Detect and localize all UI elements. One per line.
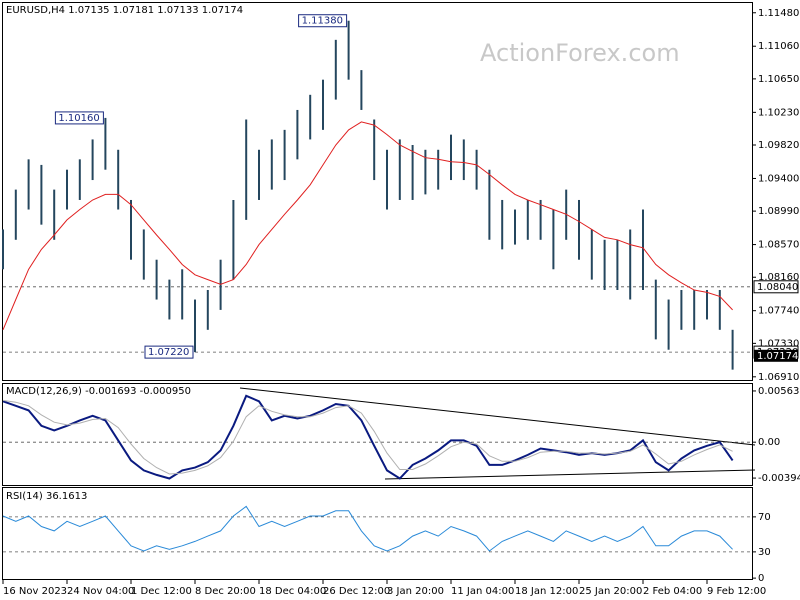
trend-line <box>239 387 756 446</box>
y-tick-label: 1.11480 <box>758 8 799 19</box>
y-tick-label: 1.10230 <box>758 107 799 118</box>
x-tick-label: 11 Jan 04:00 <box>451 586 514 597</box>
annotation-box <box>144 345 194 359</box>
y-tick-label: 1.08990 <box>758 206 799 217</box>
x-tick-label: 26 Dec 12:00 <box>323 586 390 597</box>
y-tick-label: 70 <box>758 512 771 523</box>
level-tag-label: 1.08040 <box>757 282 798 293</box>
y-tick-label: 0 <box>758 573 764 584</box>
price-panel <box>2 2 753 381</box>
y-tick-label: 30 <box>758 547 771 558</box>
x-tick-label: 24 Nov 04:00 <box>67 586 134 597</box>
x-tick-label: 18 Dec 04:00 <box>259 586 326 597</box>
x-tick-label: 2 Feb 04:00 <box>643 586 702 597</box>
y-tick-label: 0.00 <box>758 437 780 448</box>
x-tick-label: 1 Dec 12:00 <box>131 586 192 597</box>
annotation-label: 1.10160 <box>58 113 99 124</box>
y-tick-label: 1.10650 <box>758 74 799 85</box>
trend-line <box>384 469 756 480</box>
y-tick-label: 1.06910 <box>758 372 799 383</box>
y-tick-label: 1.08160 <box>758 272 799 283</box>
y-tick-label: 1.09820 <box>758 140 799 151</box>
series-line <box>2 399 733 475</box>
last-price-tag <box>754 349 798 362</box>
annotation-label: 1.11380 <box>302 16 343 27</box>
x-tick-label: 9 Feb 12:00 <box>707 586 766 597</box>
annotation-label: 1.07220 <box>148 347 189 358</box>
x-tick-label: 25 Jan 20:00 <box>579 586 642 597</box>
y-tick-label: 0.005635 <box>758 386 800 397</box>
watermark: ActionForex.com <box>480 39 680 67</box>
rsi-panel <box>2 487 753 580</box>
y-tick-label: 1.11060 <box>758 41 799 52</box>
series-line <box>2 121 733 330</box>
last-price-label: 1.07174 <box>757 351 798 362</box>
y-tick-label: 1.08570 <box>758 240 799 251</box>
y-tick-label: 1.09400 <box>758 173 799 184</box>
panel-title: EURUSD,H4 1.07135 1.07181 1.07133 1.0717… <box>6 5 243 16</box>
x-tick-label: 18 Jan 12:00 <box>515 586 578 597</box>
level-tag <box>753 280 799 294</box>
y-tick-label: -0.003949 <box>758 473 800 484</box>
x-tick-label: 16 Nov 2023 <box>3 586 67 597</box>
x-tick-label: 3 Jan 20:00 <box>387 586 444 597</box>
x-tick-label: 8 Dec 20:00 <box>195 586 256 597</box>
panel-title: RSI(14) 36.1613 <box>6 491 87 502</box>
annotation-box <box>54 111 104 125</box>
series-line <box>2 505 733 552</box>
y-tick-label: 1.07330 <box>758 338 799 349</box>
panel-title: MACD(12,26,9) -0.001693 -0.000950 <box>6 386 191 397</box>
series-line <box>2 394 734 480</box>
macd-panel <box>2 383 753 486</box>
y-tick-label: 1.07740 <box>758 306 799 317</box>
annotation-box <box>298 14 348 28</box>
